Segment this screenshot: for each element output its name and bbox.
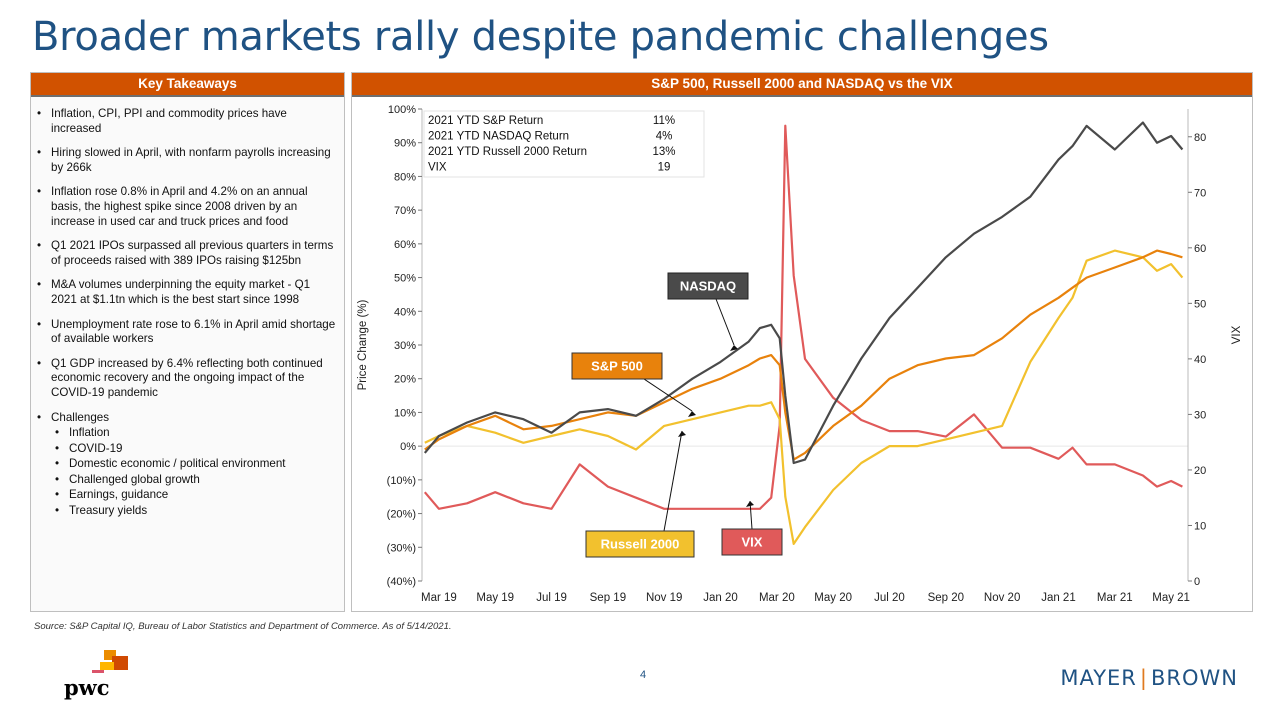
- takeaway-item: Q1 2021 IPOs surpassed all previous quar…: [37, 239, 338, 268]
- mayer-brown-logo-part: MAYER: [1060, 666, 1137, 690]
- y2-tick-label: 20: [1194, 465, 1206, 477]
- y-tick-label: 60%: [394, 239, 416, 251]
- y-tick-label: 30%: [394, 340, 416, 352]
- y-tick-label: 90%: [394, 138, 416, 150]
- chart-title: S&P 500, Russell 2000 and NASDAQ vs the …: [352, 73, 1252, 97]
- y-tick-label: (10%): [387, 475, 416, 487]
- x-tick-label: Nov 20: [984, 592, 1020, 604]
- y2-tick-label: 60: [1194, 243, 1206, 255]
- ytd-table-label: VIX: [428, 162, 447, 174]
- y2-tick-label: 40: [1194, 354, 1206, 366]
- y-tick-label: 10%: [394, 407, 416, 419]
- series-line-russell-2000: [424, 249, 1184, 545]
- y2-tick-label: 50: [1194, 298, 1206, 310]
- takeaway-item: Q1 GDP increased by 6.4% reflecting both…: [37, 357, 338, 401]
- callout-box-russell-2000: [585, 530, 695, 558]
- challenges-list: Inflation COVID-19 Domestic economic / p…: [55, 426, 338, 519]
- mayer-brown-logo: MAYER | BROWN: [1060, 666, 1238, 690]
- callout-label-russell-2000: Russell 2000: [601, 537, 680, 552]
- x-tick-label: Jul 19: [536, 592, 567, 604]
- callout-label-vix: VIX: [742, 535, 763, 550]
- ytd-table-label: 2021 YTD S&P Return: [428, 115, 543, 127]
- ytd-table-box: [423, 110, 705, 178]
- series-line-nasdaq: [423, 121, 1184, 465]
- challenge-item: Treasury yields: [55, 504, 338, 519]
- page-number: 4: [640, 669, 647, 681]
- x-tick-label: May 19: [476, 592, 514, 604]
- challenge-item: Earnings, guidance: [55, 488, 338, 503]
- y-tick-label: 50%: [394, 273, 416, 285]
- x-tick-label: Mar 20: [759, 592, 795, 604]
- challenge-item: Inflation: [55, 426, 338, 441]
- challenge-item: Challenged global growth: [55, 473, 338, 488]
- key-takeaways-heading: Key Takeaways: [31, 73, 344, 97]
- x-tick-label: Mar 19: [421, 592, 457, 604]
- takeaway-item: Inflation, CPI, PPI and commodity prices…: [37, 107, 338, 136]
- x-tick-label: Jul 20: [874, 592, 905, 604]
- callout-box-s-p-500: [571, 352, 663, 380]
- x-tick-label: Mar 21: [1097, 592, 1133, 604]
- takeaway-item: Unemployment rate rose to 6.1% in April …: [37, 318, 338, 347]
- y-tick-label: (30%): [387, 542, 416, 554]
- y-axis-label: Price Change (%): [357, 299, 369, 390]
- logo-divider: |: [1139, 666, 1148, 690]
- takeaway-item: Inflation rose 0.8% in April and 4.2% on…: [37, 185, 338, 229]
- x-tick-label: May 20: [814, 592, 852, 604]
- x-tick-label: Nov 19: [646, 592, 682, 604]
- callout-label-s-p-500: S&P 500: [591, 359, 643, 374]
- y-tick-label: 40%: [394, 306, 416, 318]
- callout-box-vix: [721, 528, 783, 556]
- source-note: Source: S&P Capital IQ, Bureau of Labor …: [34, 621, 452, 632]
- callout-arrow-russell-2000: [678, 431, 686, 437]
- y-tick-label: 80%: [394, 171, 416, 183]
- ytd-table-label: 2021 YTD Russell 2000 Return: [428, 146, 587, 158]
- y-tick-label: 20%: [394, 374, 416, 386]
- y-tick-label: 100%: [388, 104, 416, 116]
- ytd-table-label: 2021 YTD NASDAQ Return: [428, 131, 569, 143]
- y2-tick-label: 0: [1194, 576, 1200, 588]
- ytd-table-value: 11%: [653, 115, 675, 127]
- series-line-vix: [423, 124, 1183, 510]
- challenge-item: COVID-19: [55, 442, 338, 457]
- takeaway-item-challenges: Challenges Inflation COVID-19 Domestic e…: [37, 411, 338, 519]
- x-tick-label: Jan 21: [1041, 592, 1076, 604]
- callout-box-nasdaq: [667, 272, 749, 300]
- callout-leader-russell-2000: [663, 430, 683, 532]
- takeaway-item: M&A volumes underpinning the equity mark…: [37, 278, 338, 307]
- pwc-logo: pwc: [64, 650, 134, 700]
- mayer-brown-logo-part: BROWN: [1150, 666, 1238, 690]
- y2-tick-label: 30: [1194, 409, 1206, 421]
- challenges-label: Challenges: [51, 410, 110, 424]
- y2-axis-label: VIX: [1231, 325, 1243, 344]
- callout-leader-nasdaq: [715, 298, 735, 346]
- y2-tick-label: 70: [1194, 187, 1206, 199]
- x-tick-label: Sep 19: [590, 592, 626, 604]
- callout-arrow-vix: [746, 501, 754, 507]
- callout-arrow-s-p-500: [688, 411, 696, 417]
- callout-label-nasdaq: NASDAQ: [680, 279, 736, 294]
- market-chart: 100% 90% 80% 70% 60% 50% 40% 30% 20% 10% 0% (10%) (2…: [357, 104, 1243, 604]
- ytd-table-value: 19: [658, 162, 671, 174]
- y-tick-label: (40%): [387, 576, 416, 588]
- callout-arrow-nasdaq: [730, 345, 738, 351]
- callout-leader-s-p-500: [643, 378, 693, 412]
- chart-panel: S&P 500, Russell 2000 and NASDAQ vs the …: [351, 72, 1253, 612]
- takeaway-item: Hiring slowed in April, with nonfarm pay…: [37, 146, 338, 175]
- page-title: Broader markets rally despite pandemic c…: [32, 14, 1049, 60]
- y2-tick-label: 80: [1194, 132, 1206, 144]
- y-tick-label: 70%: [394, 205, 416, 217]
- y2-tick-label: 10: [1194, 520, 1206, 532]
- x-tick-label: Jan 20: [703, 592, 738, 604]
- x-tick-label: May 21: [1152, 592, 1190, 604]
- x-tick-label: Sep 20: [928, 592, 964, 604]
- y-tick-label: (20%): [387, 509, 416, 521]
- pwc-logo-text: pwc: [64, 675, 110, 700]
- ytd-table-value: 13%: [652, 146, 675, 158]
- ytd-table-value: 4%: [656, 131, 673, 143]
- key-takeaways-panel: Key Takeaways Inflation, CPI, PPI and co…: [30, 72, 345, 612]
- takeaways-list: Inflation, CPI, PPI and commodity prices…: [31, 97, 344, 519]
- pwc-logo-mark: [92, 650, 128, 673]
- challenge-item: Domestic economic / political environmen…: [55, 457, 338, 472]
- y-tick-label: 0%: [400, 441, 416, 453]
